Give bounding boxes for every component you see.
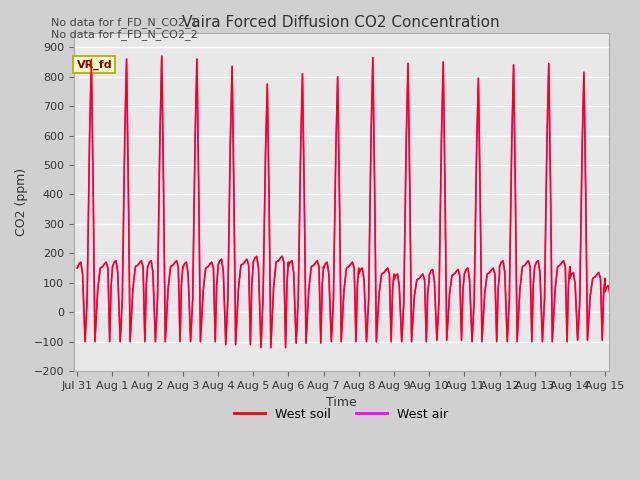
West air — [278, 253, 286, 259]
West air — [558, 259, 566, 265]
Line: West air: West air — [77, 56, 640, 348]
West air — [508, 136, 516, 142]
West soil — [257, 345, 265, 350]
Text: No data for f_FD_N_CO2_2: No data for f_FD_N_CO2_2 — [51, 29, 198, 40]
X-axis label: Time: Time — [326, 396, 356, 409]
West air — [158, 53, 166, 59]
West air — [257, 345, 265, 350]
Line: West soil: West soil — [77, 56, 640, 348]
West soil — [129, 287, 137, 292]
West soil — [508, 136, 516, 142]
Y-axis label: CO2 (ppm): CO2 (ppm) — [15, 168, 28, 236]
West air — [129, 287, 137, 292]
Legend: West soil, West air: West soil, West air — [229, 403, 453, 426]
West soil — [278, 253, 286, 259]
West air — [207, 261, 214, 266]
Text: VR_fd: VR_fd — [76, 60, 112, 70]
West air — [486, 270, 493, 276]
Text: No data for f_FD_N_CO2_1: No data for f_FD_N_CO2_1 — [51, 17, 198, 28]
West soil — [207, 261, 214, 266]
West soil — [636, 289, 640, 295]
West air — [74, 265, 81, 271]
West soil — [158, 53, 166, 59]
West soil — [74, 265, 81, 271]
West soil — [486, 270, 493, 276]
West soil — [558, 259, 566, 265]
West air — [636, 289, 640, 295]
Title: Vaira Forced Diffusion CO2 Concentration: Vaira Forced Diffusion CO2 Concentration — [182, 15, 500, 30]
